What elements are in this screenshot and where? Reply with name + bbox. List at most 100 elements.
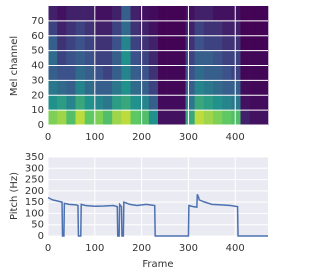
heatmap-cell: [194, 65, 205, 81]
heatmap-cell: [222, 20, 232, 37]
heatmap-cell: [185, 80, 195, 96]
heatmap-cell: [75, 65, 85, 81]
heatmap-cell: [148, 6, 159, 22]
heatmap-cell: [213, 6, 223, 22]
heatmap-cell: [57, 20, 67, 37]
heatmap-cell: [258, 35, 269, 51]
heatmap-cell: [222, 65, 232, 81]
y-axis-label: Pitch (Hz): [9, 172, 20, 220]
heatmap-cell: [148, 50, 159, 66]
heatmap-cell: [57, 95, 67, 111]
heatmap-cell: [121, 6, 131, 22]
heatmap-cell: [258, 50, 269, 66]
heatmap-cell: [84, 6, 95, 22]
heatmap-cell: [213, 35, 223, 51]
x-tick-label: 100: [85, 243, 104, 254]
heatmap-cell: [66, 50, 76, 66]
heatmap-cell: [176, 110, 186, 126]
heatmap-cell: [167, 35, 177, 51]
heatmap-cell: [167, 20, 177, 37]
x-tick-label: 0: [45, 132, 51, 143]
heatmap-cell: [258, 95, 269, 111]
heatmap-cell: [48, 6, 58, 22]
heatmap-cell: [84, 95, 95, 111]
heatmap-cell: [167, 6, 177, 22]
heatmap-cell: [130, 35, 140, 51]
heatmap-cell: [249, 95, 260, 111]
heatmap-cell: [167, 80, 177, 96]
heatmap-cell: [222, 35, 232, 51]
heatmap-cell: [121, 50, 131, 66]
heatmap-cell: [185, 110, 195, 126]
heatmap-cell: [130, 50, 140, 66]
heatmap-cell: [112, 110, 122, 126]
heatmap-cell: [222, 6, 232, 22]
heatmap-cell: [75, 50, 85, 66]
heatmap-cell: [176, 35, 186, 51]
heatmap-cell: [231, 65, 241, 81]
y-tick-label: 40: [31, 61, 44, 72]
heatmap-cell: [249, 35, 260, 51]
heatmap-cell: [231, 110, 241, 126]
heatmap-cell: [75, 80, 85, 96]
heatmap-cell: [203, 65, 214, 81]
heatmap-cell: [121, 110, 131, 126]
heatmap-cell: [240, 20, 250, 37]
heatmap-cell: [194, 6, 205, 22]
heatmap-cell: [139, 6, 150, 22]
heatmap-cell: [213, 65, 223, 81]
heatmap-cell: [194, 95, 205, 111]
heatmap-cell: [103, 20, 113, 37]
heatmap-cell: [93, 50, 104, 66]
x-tick-label: 200: [132, 243, 151, 254]
heatmap-cell: [93, 65, 104, 81]
heatmap-cell: [75, 20, 85, 37]
heatmap-cell: [203, 80, 214, 96]
heatmap-cell: [203, 20, 214, 37]
heatmap-cell: [213, 50, 223, 66]
heatmap-cell: [130, 20, 140, 37]
heatmap-cell: [93, 110, 104, 126]
heatmap-cell: [185, 50, 195, 66]
heatmap-cell: [258, 80, 269, 96]
heatmap-cell: [66, 6, 76, 22]
heatmap-cell: [176, 65, 186, 81]
heatmap-cell: [121, 20, 131, 37]
heatmap-cell: [249, 80, 260, 96]
heatmap-cell: [194, 35, 205, 51]
y-tick-label: 10: [31, 105, 44, 116]
heatmap-cell: [231, 20, 241, 37]
y-tick-label: 60: [31, 31, 44, 42]
heatmap-cell: [48, 95, 58, 111]
heatmap-cell: [158, 80, 168, 96]
heatmap-cell: [203, 95, 214, 111]
heatmap-cell: [258, 20, 269, 37]
heatmap-cell: [103, 95, 113, 111]
heatmap-cell: [203, 35, 214, 51]
heatmap-cell: [176, 80, 186, 96]
heatmap-cell: [148, 35, 159, 51]
heatmap-cell: [148, 95, 159, 111]
heatmap-cell: [93, 80, 104, 96]
heatmap-cell: [194, 80, 205, 96]
y-tick-label: 20: [31, 90, 44, 101]
x-axis-label: Frame: [142, 259, 173, 270]
heatmap-cell: [176, 6, 186, 22]
heatmap-cell: [176, 20, 186, 37]
x-tick-label: 0: [45, 243, 51, 254]
y-tick-label: 70: [31, 16, 44, 27]
y-tick-label: 100: [25, 208, 44, 219]
heatmap-cell: [158, 35, 168, 51]
heatmap-cell: [249, 20, 260, 37]
heatmap-cell: [213, 80, 223, 96]
heatmap-cell: [139, 110, 150, 126]
heatmap-cell: [103, 50, 113, 66]
heatmap-cell: [194, 110, 205, 126]
heatmap-cell: [167, 50, 177, 66]
heatmap-cell: [48, 110, 58, 126]
heatmap-cell: [194, 20, 205, 37]
y-tick-label: 250: [25, 175, 44, 186]
heatmap-cell: [139, 20, 150, 37]
heatmap-cell: [57, 50, 67, 66]
heatmap-cell: [213, 20, 223, 37]
